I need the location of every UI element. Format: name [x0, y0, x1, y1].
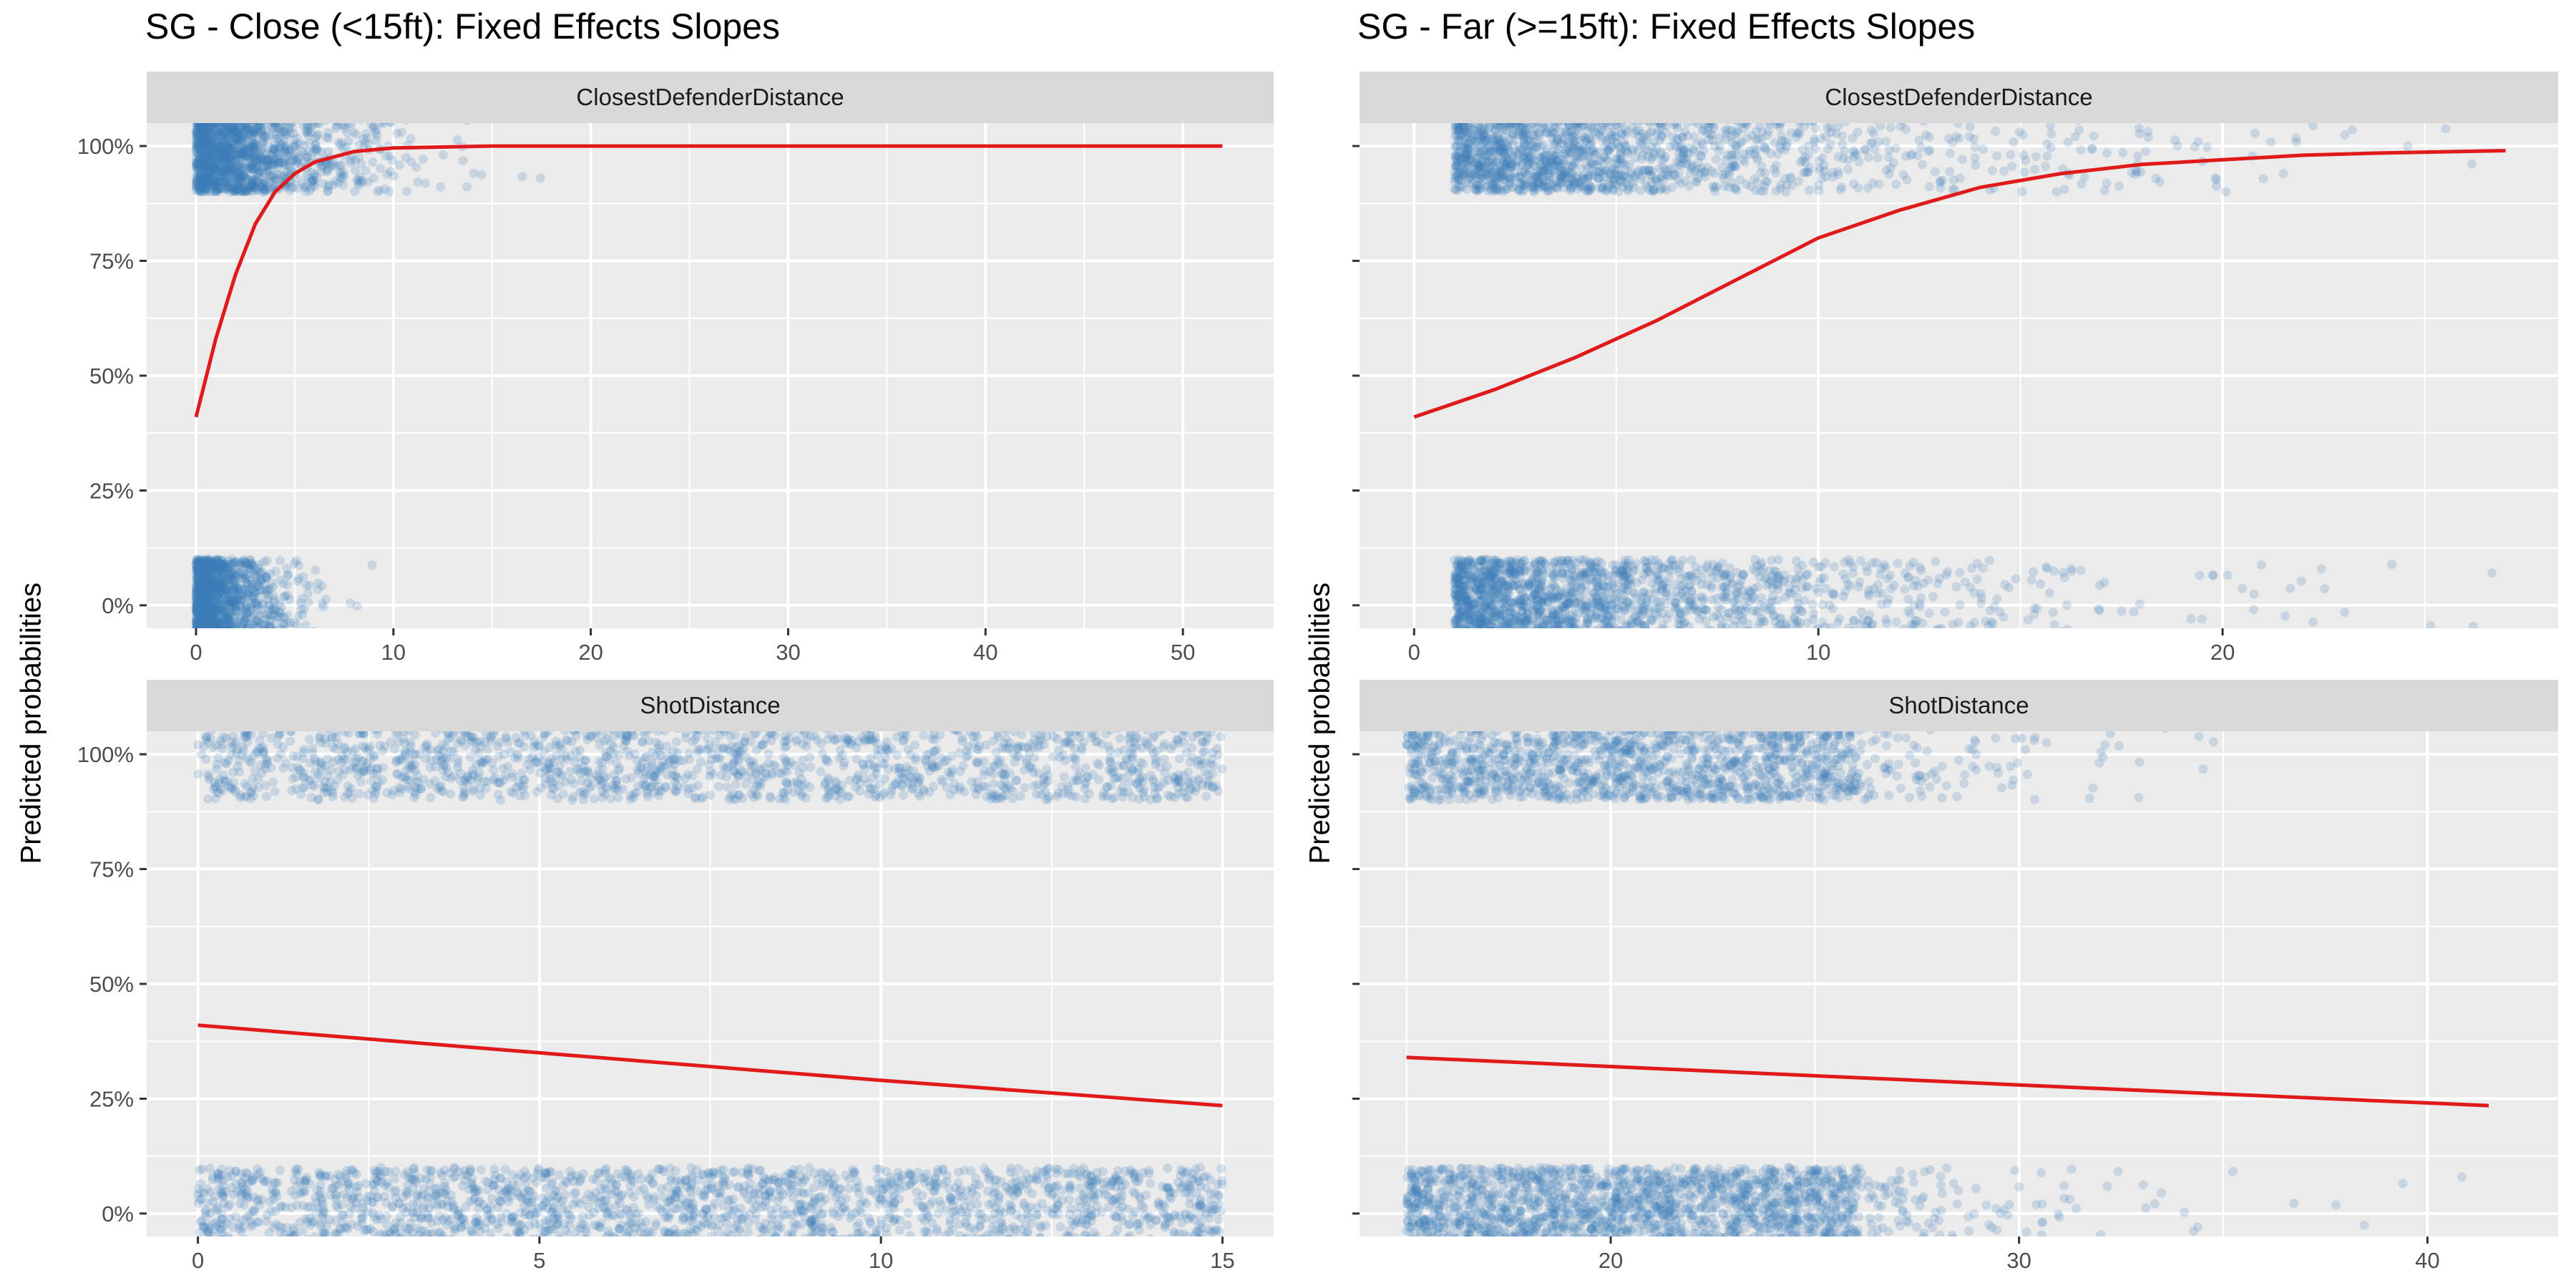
facet-strip-label: ClosestDefenderDistance	[1825, 84, 2092, 110]
x-tick-label: 30	[776, 640, 800, 665]
x-tick-label: 15	[1210, 1248, 1234, 1273]
y-tick-label: 100%	[77, 134, 134, 159]
y-tick-label: 25%	[89, 478, 134, 503]
facet-panel-3: ShotDistance 0 5 10 15 0% 25% 50% 75% 100%	[77, 680, 1274, 1273]
facet-panel-2: ClosestDefenderDistance 0 10 20	[1352, 72, 2558, 665]
x-tick-label: 50	[1171, 640, 1195, 665]
y-tick-label: 75%	[89, 249, 134, 274]
x-tick-label: 20	[2210, 640, 2235, 665]
y-tick-label: 50%	[89, 972, 134, 997]
x-tick-label: 10	[381, 640, 406, 665]
facet-panel-1: ClosestDefenderDistance 0 10 20 30 40 50 0% 25% 5…	[77, 72, 1274, 665]
y-tick-label: 25%	[89, 1086, 134, 1111]
x-tick-label: 20	[578, 640, 602, 665]
facet-strip-label: ShotDistance	[640, 692, 780, 718]
x-tick-label: 20	[1599, 1248, 1623, 1273]
x-tick-label: 0	[190, 640, 202, 665]
x-tick-label: 5	[533, 1248, 545, 1273]
y-tick-label: 0%	[102, 593, 134, 618]
y-tick-label: 0%	[102, 1201, 134, 1226]
x-tick-label: 10	[1806, 640, 1830, 665]
y-tick-label: 75%	[89, 857, 134, 882]
y-tick-label: 50%	[89, 364, 134, 389]
facet-panel-4: ShotDistance 20 30 40	[1352, 680, 2558, 1273]
x-tick-label: 0	[1408, 640, 1420, 665]
facet-strip-label: ShotDistance	[1888, 692, 2029, 718]
y-tick-label: 100%	[77, 742, 134, 767]
x-tick-label: 30	[2006, 1248, 2031, 1273]
x-tick-label: 40	[973, 640, 997, 665]
x-tick-label: 40	[2415, 1248, 2439, 1273]
x-tick-label: 10	[869, 1248, 893, 1273]
facet-strip-label: ClosestDefenderDistance	[576, 84, 844, 110]
x-tick-label: 0	[192, 1248, 204, 1273]
